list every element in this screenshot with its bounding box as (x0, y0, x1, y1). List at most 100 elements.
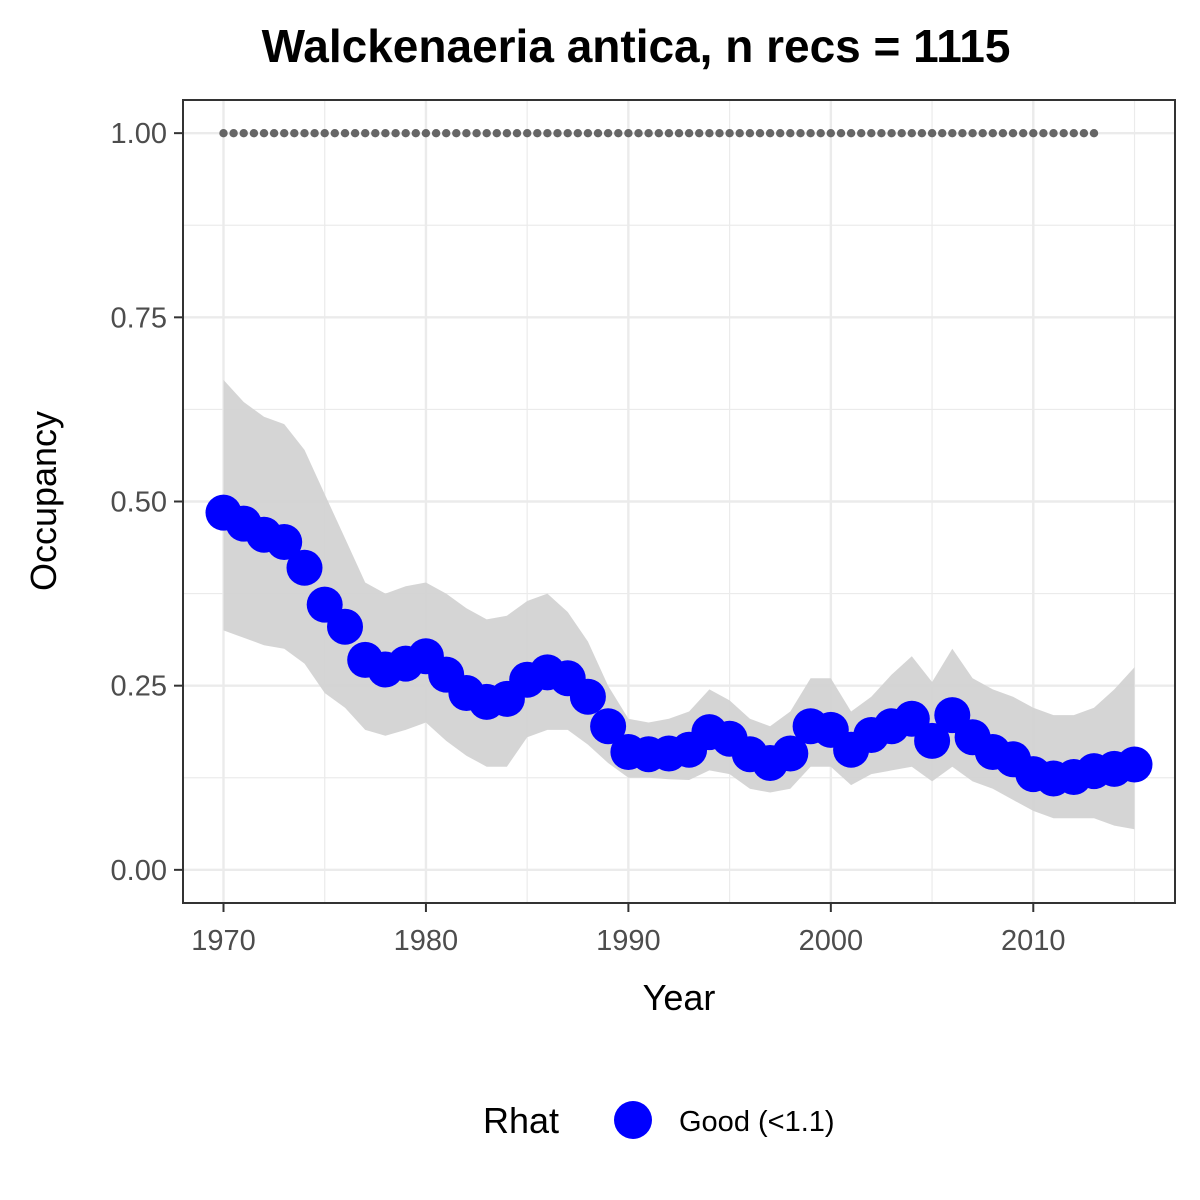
legend-label-good: Good (<1.1) (679, 1106, 835, 1138)
reference-dot (401, 129, 410, 138)
axes: 0.00 0.25 0.50 0.75 1.00 1970 1980 1990 2000 2010 (111, 118, 1066, 957)
x-tick-label: 1980 (394, 925, 459, 957)
reference-dot (684, 129, 694, 138)
reference-dot (290, 129, 299, 138)
reference-dot (320, 129, 329, 138)
reference-dot (887, 129, 896, 138)
reference-dot (249, 129, 259, 138)
reference-dot (1039, 129, 1048, 138)
reference-dot (1008, 129, 1018, 138)
legend-key-good (614, 1101, 652, 1139)
reference-dot (745, 129, 755, 138)
occupancy-point (286, 549, 323, 586)
reference-dot (715, 129, 724, 138)
occupancy-point (914, 722, 951, 759)
reference-dot (836, 129, 846, 138)
reference-dot (523, 129, 532, 138)
reference-dot (826, 129, 835, 138)
reference-dot (877, 129, 886, 138)
reference-dot (978, 129, 987, 138)
reference-dot (472, 129, 481, 138)
reference-dot (553, 129, 562, 138)
reference-dot (705, 129, 714, 138)
reference-dot (583, 129, 593, 138)
reference-dot (867, 129, 876, 138)
reference-dot (907, 129, 916, 138)
x-tick-label: 2010 (1001, 925, 1066, 957)
y-axis-title: Occupancy (23, 411, 64, 591)
reference-dot (563, 129, 572, 138)
chart-title: Walckenaeria antica, n recs = 1115 (262, 20, 1011, 72)
reference-dot (421, 129, 431, 138)
reference-dot (411, 129, 420, 138)
x-tick-label: 1970 (191, 925, 256, 957)
occupancy-point (590, 708, 627, 745)
reference-dot (391, 129, 400, 138)
reference-dots-layer (219, 129, 1099, 138)
reference-dot (1019, 129, 1028, 138)
reference-dot (442, 129, 451, 138)
x-tick-label: 2000 (799, 925, 864, 957)
reference-dot (1079, 129, 1089, 138)
reference-dot (654, 129, 663, 138)
reference-dot (725, 129, 734, 138)
reference-dot (1069, 129, 1079, 138)
reference-dot (938, 129, 947, 138)
reference-dot (786, 129, 795, 138)
reference-dot (543, 129, 552, 138)
reference-dot (462, 129, 471, 138)
reference-dot (917, 129, 927, 138)
reference-dot (512, 129, 522, 138)
reference-dot (1049, 129, 1058, 138)
reference-dot (219, 129, 228, 138)
occupancy-point (772, 735, 809, 772)
reference-dot (776, 129, 785, 138)
reference-dot (674, 129, 684, 138)
reference-dot (958, 129, 967, 138)
reference-dot (502, 129, 512, 138)
reference-dot (806, 129, 815, 138)
reference-dot (968, 129, 977, 138)
reference-dot (533, 129, 542, 138)
reference-dot (431, 129, 441, 138)
reference-dot (381, 129, 390, 138)
reference-dot (897, 129, 906, 138)
reference-dot (816, 129, 825, 138)
occupancy-point (1116, 746, 1153, 783)
reference-dot (624, 129, 633, 138)
reference-dot (846, 129, 856, 138)
y-tick-label: 0.50 (111, 487, 167, 519)
reference-dot (765, 129, 775, 138)
reference-dot (280, 129, 289, 138)
reference-dot (1089, 129, 1099, 138)
reference-dot (350, 129, 360, 138)
reference-dot (857, 129, 866, 138)
y-tick-label: 0.25 (111, 671, 167, 703)
x-tick-label: 1990 (596, 925, 661, 957)
reference-dot (634, 129, 643, 138)
reference-dot (735, 129, 744, 138)
reference-dot (927, 129, 937, 138)
reference-dot (1029, 129, 1038, 138)
reference-dot (573, 129, 582, 138)
reference-dot (755, 129, 765, 138)
reference-dot (229, 129, 238, 138)
reference-dot (1059, 129, 1068, 138)
reference-dot (796, 129, 805, 138)
occupancy-point (327, 608, 363, 645)
reference-dot (269, 129, 279, 138)
legend-title: Rhat (483, 1100, 559, 1141)
reference-dot (988, 129, 997, 138)
reference-dot (239, 129, 248, 138)
reference-dot (310, 129, 319, 138)
reference-dot (482, 129, 491, 138)
y-tick-label: 1.00 (111, 118, 167, 150)
reference-dot (452, 129, 461, 138)
reference-dot (340, 129, 350, 138)
reference-dot (664, 129, 674, 138)
reference-dot (603, 129, 613, 138)
reference-dot (259, 129, 269, 138)
reference-dot (644, 129, 653, 138)
